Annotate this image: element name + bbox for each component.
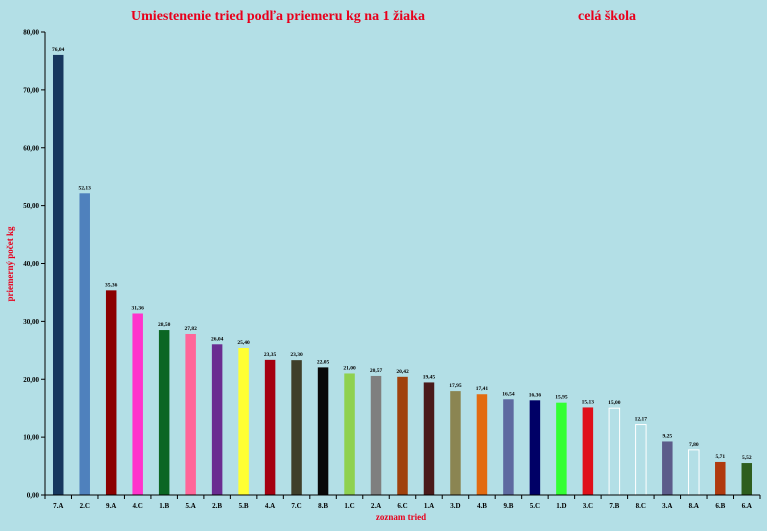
x-tick-label: 6.B (715, 502, 725, 510)
bar-7b (608, 407, 621, 496)
x-tick-label: 5.C (530, 502, 540, 510)
bar-6c (397, 376, 408, 495)
bar-6a (741, 463, 753, 495)
bar-5b (238, 347, 249, 495)
x-tick-label: 5.B (239, 502, 249, 510)
y-tick-label: 70,00 (23, 86, 39, 94)
bar-1d (556, 402, 567, 495)
x-tick-label: 5.A (185, 502, 195, 510)
x-tick-label: 4.A (265, 502, 275, 510)
data-label: 23,35 (264, 352, 277, 358)
bar-2b (211, 344, 223, 495)
x-tick-label: 1.A (424, 502, 434, 510)
x-tick-label: 1.B (159, 502, 169, 510)
x-tick-label: 3.C (583, 502, 593, 510)
y-axis: 0,00 10,00 20,00 30,00 40,00 50,00 60,00 70,00 8… (23, 29, 46, 500)
bar-3a (662, 441, 673, 495)
data-label: 9,25 (663, 433, 673, 439)
data-label: 22,05 (317, 359, 330, 365)
x-tick-label: 8.B (318, 502, 328, 510)
bar-9b (503, 399, 514, 495)
bar-5c (529, 400, 541, 495)
data-label: 20,57 (370, 368, 383, 374)
x-tick-label: 1.D (556, 502, 566, 510)
y-tick-label: 50,00 (23, 202, 39, 210)
x-tick-label: 8.C (636, 502, 646, 510)
data-label: 15,95 (555, 395, 568, 401)
data-label: 17,95 (449, 383, 462, 389)
y-tick-label: 80,00 (23, 29, 39, 37)
data-label: 25,40 (237, 340, 250, 346)
bar-7c (291, 360, 302, 495)
x-tick-label: 3.A (662, 502, 672, 510)
x-tick-label: 2.A (371, 502, 381, 510)
data-label: 15,00 (608, 400, 621, 406)
data-label: 15,13 (582, 399, 595, 405)
x-tick-label: 2.C (80, 502, 90, 510)
x-tick-label: 7.C (291, 502, 301, 510)
bar-2a (370, 375, 382, 495)
x-tick-label: 9.B (503, 502, 513, 510)
data-label: 52,13 (79, 185, 92, 191)
x-axis-label: zoznam tried (376, 512, 426, 522)
data-label: 27,82 (184, 326, 197, 332)
data-label: 19,45 (423, 374, 436, 380)
x-tick-label: 3.D (450, 502, 460, 510)
bar-9a (105, 290, 117, 495)
bar-2c (79, 193, 90, 496)
bar-8a (688, 449, 700, 496)
chart-title: Umiestenenie tried podľa priemeru kg na … (131, 9, 425, 24)
bar-6b (715, 461, 726, 495)
bar-7a (52, 54, 64, 496)
data-label: 7,80 (689, 442, 699, 448)
bar-3c (582, 407, 594, 495)
data-label: 76,04 (52, 47, 65, 53)
bar-1a (423, 382, 435, 495)
x-tick-label: 6.C (397, 502, 407, 510)
x-tick-label: 7.B (609, 502, 619, 510)
data-label: 5,71 (715, 454, 725, 460)
data-label: 21,00 (343, 365, 356, 371)
bar-8b (317, 367, 329, 495)
data-label: 16,54 (502, 391, 515, 397)
chart-subtitle: celá škola (578, 9, 636, 24)
data-label: 12,17 (635, 417, 648, 423)
bar-1b (158, 330, 170, 495)
x-tick-label: 1.C (344, 502, 354, 510)
data-label: 31,36 (131, 306, 144, 312)
y-tick-label: 10,00 (23, 434, 39, 442)
x-tick-label: 6.A (742, 502, 752, 510)
data-label: 26,04 (211, 336, 224, 342)
x-tick-label: 4.C (133, 502, 143, 510)
y-tick-label: 40,00 (23, 260, 39, 268)
bar-4a (264, 359, 276, 495)
data-label: 20,42 (396, 369, 409, 375)
x-tick-label: 8.A (689, 502, 699, 510)
x-tick-label: 7.A (53, 502, 63, 510)
data-label: 5,52 (742, 455, 752, 461)
data-label: 35,36 (105, 282, 118, 288)
y-tick-label: 20,00 (23, 376, 39, 384)
data-label: 17,41 (476, 386, 489, 392)
bars: 76,04 52,13 35,36 31,36 28,50 27,82 26,04 25,40… (52, 47, 753, 496)
bar-4b (476, 394, 488, 495)
x-tick-label: 4.B (477, 502, 487, 510)
data-label: 28,50 (158, 322, 171, 328)
data-label: 16,36 (529, 392, 542, 398)
bar-8c (635, 424, 647, 496)
bar-1c (344, 373, 355, 495)
x-tick-label: 2.B (212, 502, 222, 510)
bar-5a (185, 333, 196, 495)
x-axis: 7.A 2.C 9.A 4.C 1.B 5.A 2.B 5.B 4.A 7.C 8.B 1.C 2.A 6… (44, 494, 761, 510)
bar-4c (132, 313, 143, 495)
y-tick-label: 30,00 (23, 318, 39, 326)
y-tick-label: 60,00 (23, 144, 39, 152)
y-axis-label: priemerný počet kg (5, 226, 15, 301)
bar-3d (450, 391, 461, 495)
y-tick-label: 0,00 (27, 492, 40, 500)
x-tick-label: 9.A (106, 502, 116, 510)
data-label: 23,30 (290, 352, 303, 358)
